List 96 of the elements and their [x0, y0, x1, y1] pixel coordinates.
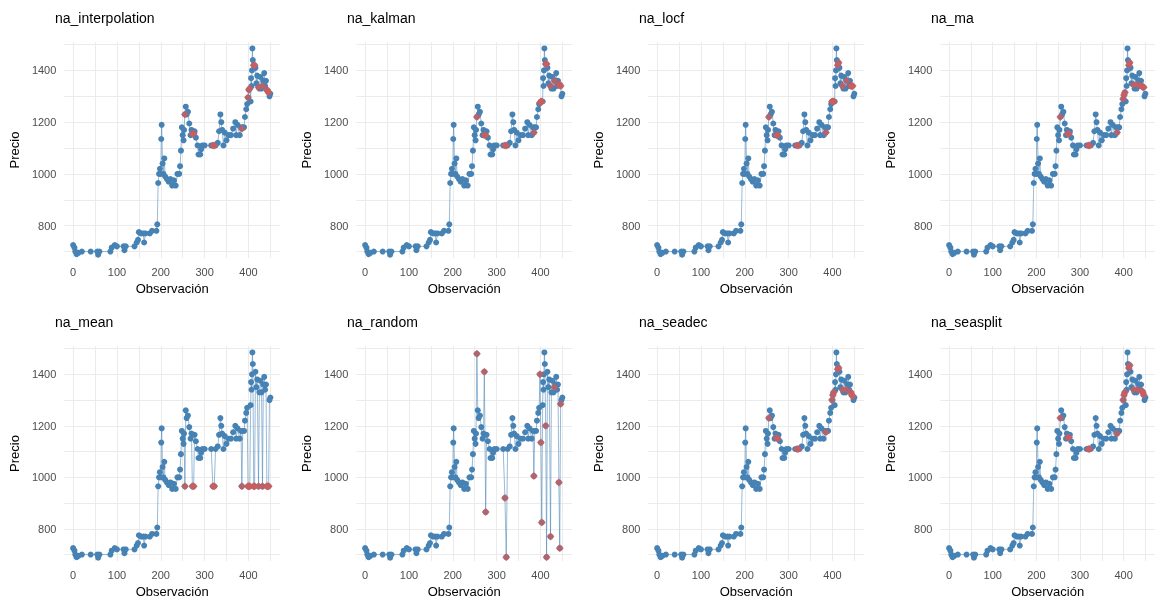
x-tick-label: 100: [691, 568, 711, 581]
x-tick-label: 300: [195, 568, 214, 581]
y-tick-label: 800: [330, 522, 349, 535]
x-tick-label: 300: [487, 265, 506, 278]
y-tick-label: 1000: [31, 167, 57, 180]
x-tick-label: 0: [362, 568, 369, 581]
x-tick-label: 200: [735, 265, 754, 278]
y-tick-label: 1000: [615, 167, 641, 180]
x-tick-label: 100: [107, 568, 127, 581]
x-tick-label: 0: [70, 265, 77, 278]
x-tick-label: 200: [735, 568, 754, 581]
y-tick-label: 800: [38, 522, 57, 535]
y-tick-label: 1400: [323, 64, 349, 77]
y-tick-label: 800: [38, 219, 57, 232]
x-tick-label: 200: [151, 568, 170, 581]
x-tick-label: 0: [946, 568, 953, 581]
y-axis-title: Precio: [7, 131, 22, 169]
x-tick-label: 0: [654, 265, 661, 278]
x-tick-label: 400: [239, 568, 258, 581]
y-tick-label: 1000: [615, 471, 641, 484]
x-tick-label: 0: [946, 265, 953, 278]
y-tick-label: 1200: [907, 419, 933, 432]
y-tick-label: 1400: [615, 64, 641, 77]
y-tick-label: 1400: [907, 64, 933, 77]
x-tick-label: 400: [1114, 265, 1133, 278]
x-tick-label: 400: [531, 265, 550, 278]
chart-title: na_ma: [931, 10, 975, 26]
x-axis-title: Observación: [135, 583, 209, 599]
y-tick-label: 1400: [31, 64, 57, 77]
y-axis-title: Precio: [299, 435, 314, 472]
x-tick-label: 200: [1027, 265, 1046, 278]
x-axis-title: Observación: [1011, 583, 1085, 599]
x-tick-label: 100: [983, 265, 1002, 278]
chart-title: na_seadec: [639, 314, 708, 330]
x-tick-label: 100: [107, 265, 127, 278]
y-axis-title: Precio: [299, 131, 314, 169]
y-tick-label: 1200: [31, 116, 57, 129]
y-tick-label: 1400: [615, 368, 641, 381]
chart-title: na_kalman: [347, 10, 416, 26]
y-axis-title: Precio: [591, 435, 606, 472]
x-axis-title: Observación: [719, 280, 793, 296]
y-axis-title: Precio: [591, 131, 606, 169]
y-tick-label: 800: [914, 219, 933, 232]
y-tick-label: 1200: [615, 116, 641, 129]
y-tick-label: 1200: [323, 419, 349, 432]
x-tick-label: 0: [362, 265, 369, 278]
y-tick-label: 1400: [907, 368, 933, 381]
y-tick-label: 1000: [323, 167, 349, 180]
x-tick-label: 100: [399, 265, 419, 278]
y-tick-label: 1000: [907, 471, 933, 484]
y-tick-label: 1200: [615, 419, 641, 432]
y-tick-label: 800: [330, 219, 349, 232]
y-tick-label: 1200: [323, 116, 349, 129]
x-tick-label: 400: [531, 568, 550, 581]
y-tick-label: 800: [622, 219, 641, 232]
y-tick-label: 800: [622, 522, 641, 535]
chart-title: na_interpolation: [55, 10, 155, 26]
x-tick-label: 200: [443, 568, 462, 581]
y-tick-label: 800: [914, 522, 933, 535]
x-tick-label: 400: [823, 568, 842, 581]
x-tick-label: 100: [691, 265, 711, 278]
x-tick-label: 400: [1114, 568, 1133, 581]
x-tick-label: 300: [1070, 265, 1090, 278]
x-tick-label: 200: [1027, 568, 1046, 581]
x-tick-label: 300: [1070, 568, 1090, 581]
x-tick-label: 100: [399, 568, 419, 581]
x-tick-label: 0: [654, 568, 661, 581]
chart-title: na_locf: [639, 10, 685, 26]
chart-title: na_mean: [55, 314, 114, 330]
x-axis-title: Observación: [1011, 280, 1085, 296]
x-tick-label: 300: [779, 568, 798, 581]
chart-title: na_seasplit: [931, 314, 1002, 330]
x-tick-label: 0: [70, 568, 77, 581]
x-tick-label: 300: [195, 265, 214, 278]
y-axis-title: Precio: [883, 131, 898, 169]
y-tick-label: 1000: [31, 471, 57, 484]
chart-title: na_random: [347, 314, 418, 330]
y-axis-title: Precio: [883, 435, 898, 472]
y-tick-label: 1000: [323, 471, 349, 484]
y-tick-label: 1000: [907, 167, 933, 180]
y-tick-label: 1200: [31, 419, 57, 432]
x-axis-title: Observación: [427, 583, 501, 599]
x-axis-title: Observación: [427, 280, 501, 296]
x-tick-label: 300: [779, 265, 798, 278]
y-axis-title: Precio: [7, 435, 22, 472]
x-axis-title: Observación: [135, 280, 209, 296]
x-tick-label: 300: [487, 568, 506, 581]
x-tick-label: 400: [823, 265, 842, 278]
x-tick-label: 400: [239, 265, 258, 278]
x-tick-label: 200: [443, 265, 462, 278]
x-axis-title: Observación: [719, 583, 793, 599]
y-tick-label: 1200: [907, 116, 933, 129]
y-tick-label: 1400: [323, 368, 349, 381]
x-tick-label: 200: [151, 265, 170, 278]
y-tick-label: 1400: [31, 368, 57, 381]
x-tick-label: 100: [983, 568, 1002, 581]
